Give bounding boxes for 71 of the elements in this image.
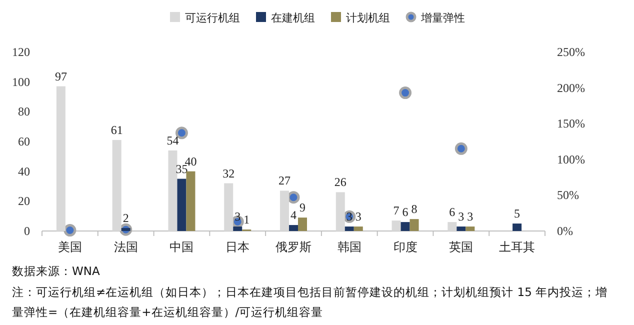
bar xyxy=(168,150,178,231)
legend-label: 增量弹性 xyxy=(420,12,465,24)
data-label: 3 xyxy=(467,210,474,224)
y-tick-label: 80 xyxy=(18,104,30,119)
point xyxy=(454,142,468,155)
x-tick-label: 俄罗斯 xyxy=(276,240,312,254)
data-label: 97 xyxy=(54,69,67,84)
bar xyxy=(186,171,196,231)
y2-tick-label: 50% xyxy=(557,188,579,202)
bar xyxy=(400,222,410,231)
bar xyxy=(280,190,289,231)
data-label: 54 xyxy=(166,133,179,148)
data-label: 9 xyxy=(300,200,306,215)
bar xyxy=(112,140,122,231)
legend-label: 可运行机组 xyxy=(185,12,240,24)
data-label: 7 xyxy=(393,204,400,218)
data-label: 8 xyxy=(411,202,418,216)
bar xyxy=(448,222,457,231)
bar xyxy=(392,220,401,231)
data-label: 26 xyxy=(334,175,346,190)
point xyxy=(399,86,412,100)
text: 注：可运行机组≠在运机组（如日本）；日本在建项目包括目前暂停建设的机组；计划机组预计 15 年内投运；增量弹性=（在建机组容量+在运机组容量）/可运行机组容量 xyxy=(12,285,608,319)
bar xyxy=(466,226,475,231)
y2-tick-label: 100% xyxy=(557,152,585,166)
data-label: 3 xyxy=(355,210,362,224)
bar xyxy=(298,218,307,231)
x-tick-label: 英国 xyxy=(449,240,474,254)
y-tick-label: 0 xyxy=(24,224,30,238)
x-tick-label: 法国 xyxy=(114,240,138,254)
bar xyxy=(456,226,466,231)
data-label: 32 xyxy=(222,166,235,180)
data-label: 1 xyxy=(244,212,250,227)
y-tick-label: 120 xyxy=(12,45,30,59)
x-tick-label: 印度 xyxy=(393,240,418,254)
data-label: 2 xyxy=(122,211,129,226)
point xyxy=(64,224,76,237)
bar xyxy=(410,219,419,231)
y-tick-label: 100 xyxy=(12,74,30,89)
bar xyxy=(177,178,186,231)
data-label: 3 xyxy=(346,210,352,224)
legend-label: 计划机组 xyxy=(346,12,390,24)
source-note: 数据来源：WNA xyxy=(12,264,100,278)
x-tick-label: 土耳其 xyxy=(499,240,536,254)
x-tick-label: 日本 xyxy=(226,240,250,254)
y-tick-label: 60 xyxy=(18,134,30,148)
data-label: 4 xyxy=(290,208,296,222)
data-label: 6 xyxy=(402,205,408,220)
bar xyxy=(224,183,234,231)
data-label: 27 xyxy=(278,174,290,188)
y2-tick-label: 150% xyxy=(557,116,585,131)
bar xyxy=(336,192,345,231)
y2-tick-label: 200% xyxy=(557,80,585,95)
x-tick-label: 中国 xyxy=(170,240,194,254)
x-tick-label: 美国 xyxy=(58,240,82,254)
y2-tick-label: 250% xyxy=(557,45,585,59)
data-label: 3 xyxy=(458,210,464,224)
y2-tick-label: 0% xyxy=(557,224,573,238)
legend-label: 在建机组 xyxy=(271,12,315,24)
data-label: 5 xyxy=(514,206,520,221)
y-tick-label: 20 xyxy=(18,194,30,208)
bar xyxy=(354,226,363,231)
bar xyxy=(233,226,242,231)
bar xyxy=(289,225,298,231)
data-label: 40 xyxy=(184,154,197,168)
data-label: 6 xyxy=(449,205,456,220)
data-label: 61 xyxy=(110,123,123,138)
bar xyxy=(344,226,354,231)
y-tick-label: 40 xyxy=(18,164,30,178)
bar xyxy=(512,224,522,231)
bar xyxy=(56,86,66,231)
x-tick-label: 韩国 xyxy=(337,240,362,254)
